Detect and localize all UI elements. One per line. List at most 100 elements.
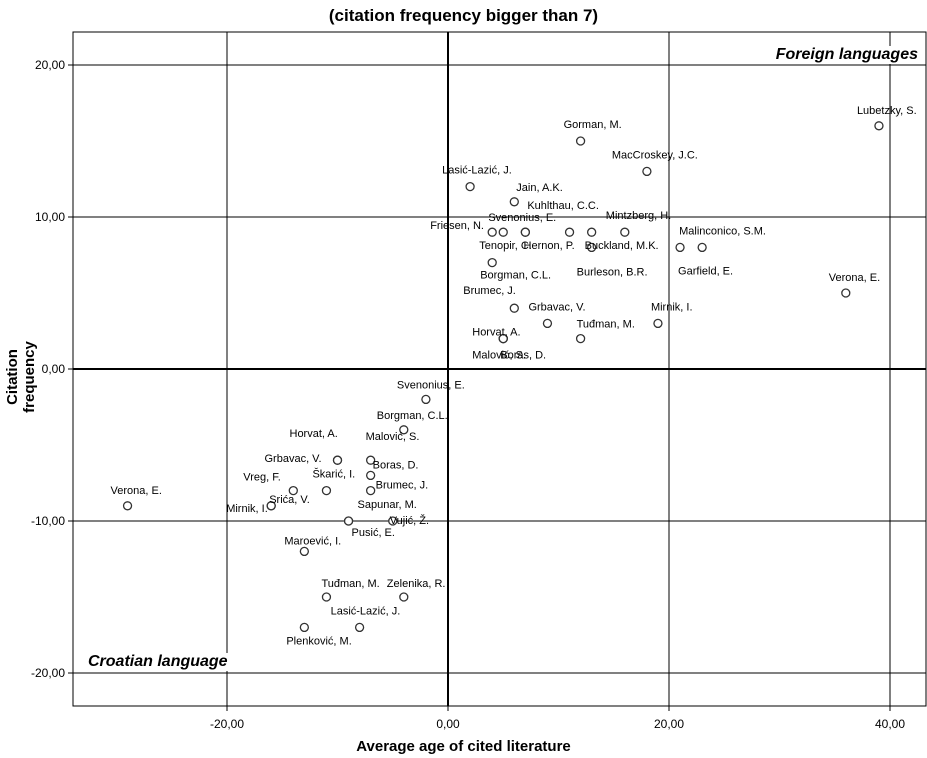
data-point <box>620 227 630 237</box>
data-point <box>365 455 376 465</box>
data-point <box>509 303 519 313</box>
point-label: Verona, E. <box>111 485 162 497</box>
data-point <box>509 197 519 207</box>
croatian-language-annotation: Croatian language <box>86 653 230 671</box>
data-point <box>487 257 497 268</box>
data-point <box>841 288 851 298</box>
point-label: Jain, A.K. <box>516 182 562 194</box>
point-label: Hernon, P. <box>524 240 575 252</box>
point-label: Buckland, M.K. <box>585 240 659 252</box>
point-label: Garfield, E. <box>678 265 733 277</box>
point-label: Vujić, Ž. <box>390 514 429 527</box>
data-point <box>343 516 354 526</box>
point-label: MacCroskey, J.C. <box>612 149 698 161</box>
y-tick-label: 0,00 <box>42 362 66 376</box>
point-label: Grbavac, V. <box>528 301 585 313</box>
data-point <box>421 394 431 405</box>
point-label: Grbavac, V. <box>265 453 322 465</box>
point-label: Verona, E. <box>829 272 880 284</box>
data-point <box>587 227 597 237</box>
point-label: Lasić-Lazić, J. <box>442 165 512 177</box>
data-point <box>520 227 530 237</box>
point-label: Borgman, C.L. <box>377 410 448 422</box>
x-tick-label: 40,00 <box>875 717 905 731</box>
data-point <box>653 318 663 329</box>
point-label: Brumec, J. <box>463 285 516 297</box>
data-point <box>542 318 553 329</box>
point-label: Svenonius, E. <box>488 212 556 224</box>
y-tick-label: 20,00 <box>35 58 65 72</box>
point-label: Tuđman, M. <box>577 319 635 331</box>
data-point <box>399 592 409 602</box>
data-point <box>388 516 398 526</box>
chart-title: (citation frequency bigger than 7) <box>328 6 599 25</box>
point-label: Pusić, E. <box>352 527 395 539</box>
y-axis-ticks: -20,00 -10,00 0,00 10,00 20,00 <box>31 58 73 680</box>
point-label: Škarić, I. <box>312 468 355 481</box>
x-axis-ticks: -20,00 0,00 20,00 40,00 <box>210 706 905 731</box>
data-point <box>575 136 586 146</box>
data-point <box>266 501 276 511</box>
data-point <box>399 425 409 435</box>
data-point <box>321 592 332 602</box>
point-label: Mirnik, I. <box>226 503 268 515</box>
point-label: Zelenika, R. <box>387 578 446 590</box>
data-point <box>675 242 685 253</box>
x-axis-label: Average age of cited literature <box>356 738 571 755</box>
y-tick-label: -10,00 <box>31 514 65 528</box>
data-point <box>122 501 133 511</box>
x-tick-label: 20,00 <box>654 717 684 731</box>
point-labels: Lubetzky, S. Gorman, M. MacCroskey, J.C. La… <box>111 105 917 648</box>
point-label: Tenopir, C. <box>479 240 532 252</box>
point-label: Boras, D. <box>373 459 419 471</box>
point-label: Brumec, J. <box>376 480 429 492</box>
data-point <box>587 242 597 253</box>
data-point <box>642 166 652 177</box>
point-label: Kuhlthau, C.C. <box>527 200 599 212</box>
data-point <box>365 470 376 481</box>
data-points <box>122 121 884 633</box>
point-label: Burleson, B.R. <box>577 266 648 278</box>
data-point <box>697 242 707 253</box>
point-label: Maroević, I. <box>284 535 341 547</box>
data-point <box>487 227 497 237</box>
data-point <box>874 121 884 131</box>
data-point <box>465 181 475 192</box>
data-point <box>299 546 310 557</box>
data-point <box>354 622 365 633</box>
point-label: Horvat, A. <box>290 428 338 440</box>
data-point <box>321 485 332 496</box>
point-label: Lubetzky, S. <box>857 105 917 117</box>
point-label: Horvat, A. <box>472 327 520 339</box>
point-label: Borgman, C.L. <box>480 270 551 282</box>
data-point <box>498 227 508 237</box>
data-point <box>365 485 376 496</box>
foreign-languages-annotation: Foreign languages <box>773 46 920 64</box>
point-label: Gorman, M. <box>564 119 622 131</box>
x-tick-label: -20,00 <box>210 717 244 731</box>
grid <box>73 32 926 706</box>
data-point <box>299 622 310 633</box>
y-tick-label: 10,00 <box>35 210 65 224</box>
point-label: Mintzberg, H. <box>606 210 671 222</box>
data-point <box>288 485 298 496</box>
data-point <box>498 333 508 344</box>
y-axis-label: Citation frequency <box>4 341 38 413</box>
point-label: Plenković, M. <box>286 635 351 647</box>
point-label: Mirnik, I. <box>651 301 693 313</box>
point-label: Sapunar, M. <box>358 499 417 511</box>
point-label: Boras, D. <box>500 350 546 362</box>
point-label: Malović, S. <box>366 431 420 443</box>
point-label: Friesen, N. <box>430 220 484 232</box>
x-tick-label: 0,00 <box>436 717 460 731</box>
point-label: Vreg, F. <box>243 472 280 484</box>
point-label: Malović, S. <box>472 350 526 362</box>
point-label: Lasić-Lazić, J. <box>331 605 401 617</box>
data-point <box>575 333 586 344</box>
data-point <box>332 455 343 465</box>
point-label: Srića, V. <box>269 494 310 506</box>
point-label: Tuđman, M. <box>321 578 379 590</box>
data-point <box>564 227 575 237</box>
point-label: Svenonius, E. <box>397 379 465 391</box>
